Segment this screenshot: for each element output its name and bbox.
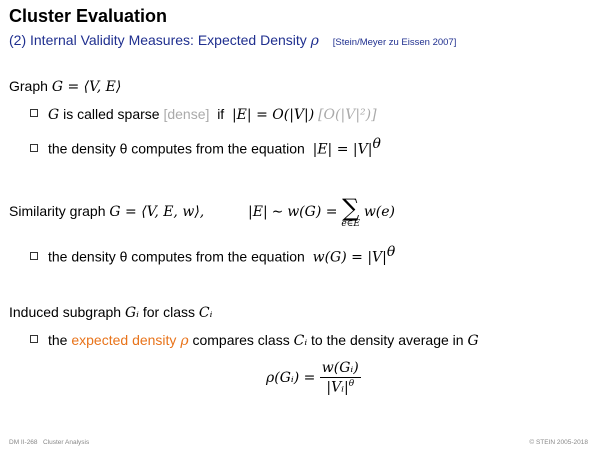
- similarity-label: Similarity graph: [9, 203, 106, 220]
- graph-heading: Graph G = ⟨V, E⟩: [9, 78, 121, 95]
- sparse-text: is called sparse: [63, 106, 160, 122]
- bullet-square-icon: [30, 143, 38, 152]
- g-symbol: G: [48, 107, 60, 123]
- induced-label: Induced subgraph: [9, 304, 122, 320]
- similarity-density-text: the density θ computes from the equation: [48, 248, 305, 265]
- equation-lhs: ρ(Gᵢ) =: [266, 369, 316, 386]
- footer-copyright: © STEIN 2005-2018: [529, 439, 588, 446]
- footer-left: DM II-268 Cluster Analysis: [9, 439, 89, 446]
- expected-density-highlight: expected density: [71, 332, 177, 348]
- similarity-formula: G = ⟨V, E, w⟩,: [109, 204, 205, 221]
- bullet-g: G: [467, 333, 479, 349]
- subtitle-text: (2) Internal Validity Measures: Expected…: [9, 32, 307, 48]
- reference: [Stein/Meyer zu Eissen 2007]: [332, 37, 457, 48]
- expected-density-equation: ρ(Gᵢ) = w(Gᵢ) |Vᵢ|θ: [266, 360, 361, 396]
- rel-sim: ∼: [271, 204, 284, 221]
- similarity-density-exponent: θ: [386, 244, 396, 260]
- rel-mid: w(G) =: [287, 204, 338, 221]
- bullet-square-icon: [30, 109, 38, 118]
- induced-heading: Induced subgraph Gᵢ for class Cᵢ: [9, 304, 212, 321]
- induced-bullet-expected-density: the expected density ρ compares class Cᵢ…: [30, 332, 479, 349]
- slide-subtitle: (2) Internal Validity Measures: Expected…: [9, 32, 456, 49]
- graph-bullet-density: the density θ computes from the equation…: [30, 136, 381, 158]
- sparse-formula: |E| = O(|V|): [231, 107, 315, 123]
- equation-denominator: |Vᵢ|θ: [320, 378, 361, 396]
- induced-gi: Gᵢ: [124, 305, 139, 321]
- similarity-bullet-density: the density θ computes from the equation…: [30, 244, 395, 266]
- graph-label: Graph: [9, 78, 48, 94]
- equation-fraction: w(Gᵢ) |Vᵢ|θ: [319, 360, 361, 396]
- for-class-text: for class: [142, 304, 195, 320]
- rel-left: |E|: [248, 204, 268, 221]
- rho-highlight: ρ: [180, 333, 189, 349]
- footer-code: DM II-268: [9, 439, 38, 446]
- slide-title: Cluster Evaluation: [9, 6, 168, 26]
- footer-topic: Cluster Analysis: [42, 439, 90, 446]
- denominator-base: |Vᵢ|: [326, 379, 349, 396]
- the-text: the: [48, 332, 68, 348]
- dense-text: [dense]: [163, 106, 210, 122]
- compares-text: compares class: [192, 332, 290, 348]
- density-formula: |E| = |V|: [312, 141, 373, 158]
- induced-ci: Cᵢ: [198, 305, 213, 321]
- bullet-square-icon: [30, 251, 38, 260]
- denominator-exponent: θ: [348, 379, 355, 389]
- graph-bullet-sparse: G is called sparse [dense] if |E| = O(|V…: [30, 106, 377, 123]
- similarity-heading: Similarity graph G = ⟨V, E, w⟩, |E| ∼ w(…: [9, 196, 395, 229]
- density-text: the density θ computes from the equation: [48, 140, 305, 157]
- graph-formula: G = ⟨V, E⟩: [51, 79, 122, 95]
- density-exponent: θ: [372, 136, 381, 152]
- sum-term: w(e): [363, 204, 396, 221]
- subtitle-rho: ρ: [310, 33, 319, 49]
- sum-symbol: ∑: [342, 194, 360, 222]
- if-text: if: [217, 106, 225, 122]
- similarity-density-formula: w(G) = |V|: [312, 249, 387, 266]
- sum-operator: ∑ e∈E: [341, 196, 360, 229]
- bullet-square-icon: [30, 335, 38, 344]
- sum-subscript: e∈E: [341, 219, 360, 229]
- equation-numerator: w(Gᵢ): [319, 360, 361, 378]
- dense-formula: [O(|V|²)]: [318, 107, 377, 123]
- average-text: to the density average in: [311, 332, 464, 348]
- bullet-ci: Cᵢ: [293, 333, 308, 349]
